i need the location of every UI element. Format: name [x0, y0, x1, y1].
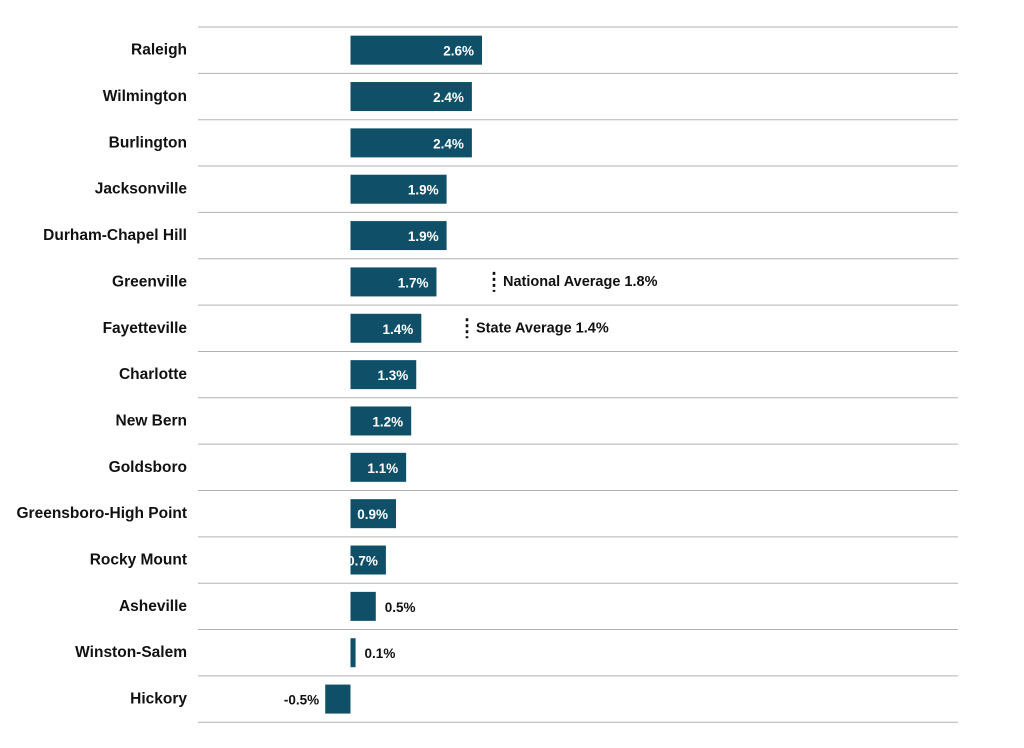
bar — [350, 406, 412, 436]
bar — [350, 638, 356, 668]
bar — [350, 452, 407, 482]
bar — [350, 591, 376, 621]
data-label: 2.4% — [433, 136, 464, 151]
bar — [350, 82, 472, 112]
bar — [350, 128, 472, 158]
category-label: Hickory — [130, 691, 187, 708]
bar — [350, 545, 386, 575]
category-label: Winston-Salem — [75, 644, 187, 661]
data-label: 1.2% — [372, 414, 403, 429]
category-label: Greensboro-High Point — [17, 505, 188, 522]
bar — [350, 267, 437, 297]
data-label: 1.7% — [398, 275, 429, 290]
category-label: Wilmington — [103, 88, 187, 105]
category-label: Goldsboro — [109, 459, 187, 476]
category-label: Greenville — [112, 273, 187, 290]
category-label: Jacksonville — [95, 181, 188, 198]
category-label: Rocky Mount — [90, 552, 187, 569]
data-label: 1.3% — [377, 368, 408, 383]
category-label: Fayetteville — [103, 320, 188, 337]
data-label: 0.9% — [357, 507, 388, 522]
category-label: Durham-Chapel Hill — [43, 227, 187, 244]
data-label: 1.9% — [408, 183, 439, 198]
data-label: 0.5% — [385, 600, 416, 615]
bar — [350, 35, 482, 65]
data-label: 1.1% — [367, 461, 398, 476]
category-label: Burlington — [109, 134, 187, 151]
category-label: New Bern — [116, 412, 188, 429]
bar — [350, 360, 417, 390]
bar — [350, 221, 447, 251]
data-label: 1.9% — [408, 229, 439, 244]
data-label: 2.4% — [433, 90, 464, 105]
data-label: 1.4% — [383, 322, 414, 337]
reference-label: National Average 1.8% — [503, 274, 658, 290]
category-label: Raleigh — [131, 42, 187, 59]
data-label: -0.5% — [284, 693, 319, 708]
data-label: 0.1% — [365, 646, 396, 661]
data-label: 0.7% — [347, 554, 378, 569]
category-label: Asheville — [119, 598, 187, 615]
bar — [350, 313, 422, 343]
bar — [350, 174, 447, 204]
data-label: 2.6% — [443, 44, 474, 59]
bar — [325, 684, 351, 714]
bar — [350, 499, 397, 529]
reference-label: State Average 1.4% — [476, 320, 609, 336]
category-label: Charlotte — [119, 366, 187, 383]
